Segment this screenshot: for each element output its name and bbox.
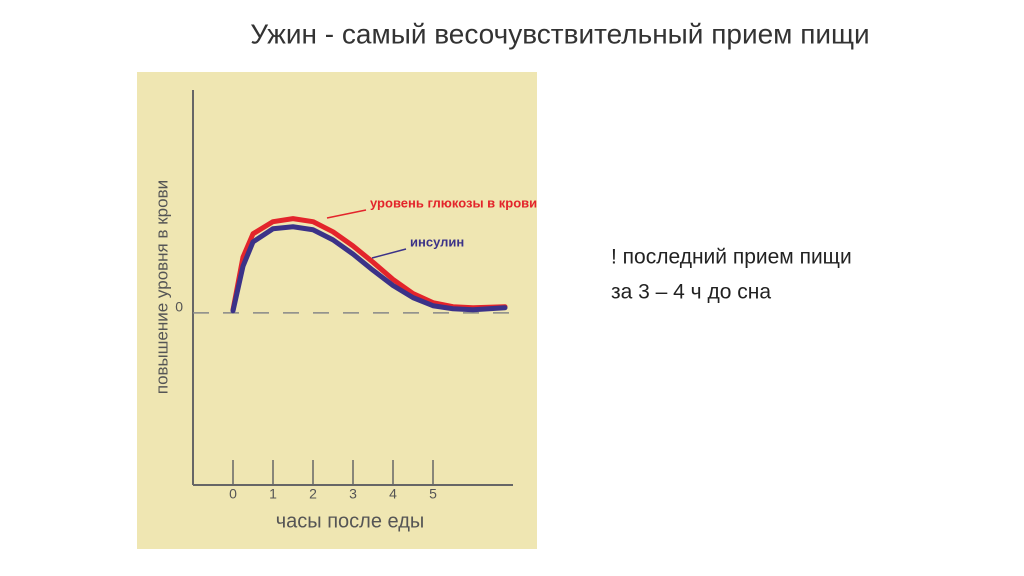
note-line: за 3 – 4 ч до сна — [611, 281, 771, 304]
x-axis-label: часы после еды — [276, 510, 425, 532]
series-line — [230, 224, 508, 314]
note-line: ! последний прием пищи — [611, 246, 852, 269]
y-tick-label: 0 — [175, 299, 183, 315]
y-axis-label: повышение уровня в крови — [152, 180, 171, 394]
x-tick-label: 3 — [349, 486, 357, 502]
x-tick-label: 1 — [269, 486, 277, 502]
x-tick-label: 5 — [429, 486, 437, 502]
series-label: инсулин — [410, 234, 464, 249]
slide-title: Ужин - самый весочувствительный прием пи… — [250, 18, 869, 49]
label-leader — [326, 209, 367, 219]
label-leader — [371, 248, 407, 259]
x-tick-label: 0 — [229, 486, 237, 502]
x-tick-label: 2 — [309, 486, 317, 502]
series-label: уровень глюкозы в крови — [370, 195, 537, 210]
x-tick-label: 4 — [389, 486, 397, 502]
